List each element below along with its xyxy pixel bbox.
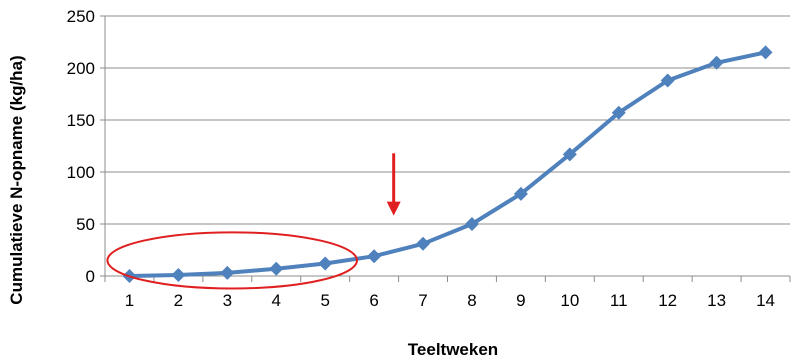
arrow-head (386, 201, 401, 216)
x-tick-label: 5 (320, 291, 329, 310)
data-point (562, 147, 577, 162)
data-point (513, 186, 528, 201)
y-axis-title: Cumulatieve N-opname (kg/ha) (7, 55, 26, 304)
x-tick-label: 1 (125, 291, 134, 310)
y-tick-label: 200 (67, 59, 95, 78)
y-tick-label: 150 (67, 111, 95, 130)
x-tick-label: 12 (658, 291, 677, 310)
data-point (464, 217, 479, 231)
data-point (758, 45, 773, 60)
data-point (171, 267, 186, 282)
data-point (416, 236, 431, 251)
y-tick-label: 250 (67, 7, 95, 26)
series-line (127, 50, 768, 278)
annotations (106, 153, 401, 290)
x-tick-label: 4 (272, 291, 281, 310)
x-tick-label: 9 (516, 291, 525, 310)
y-tick-label: 50 (76, 215, 95, 234)
gridlines (105, 15, 790, 225)
data-point (660, 73, 675, 88)
series (122, 45, 773, 283)
y-tick-label: 0 (86, 267, 95, 286)
x-tick-label: 6 (369, 291, 378, 310)
x-tick-labels: 1 2 3 4 5 6 7 8 9 10 11 12 13 14 (125, 291, 775, 310)
x-tick-label: 11 (610, 291, 628, 310)
y-tick-labels: 0 50 100 150 200 250 (67, 7, 95, 286)
x-tick-label: 2 (174, 291, 183, 310)
x-tick-label: 8 (467, 291, 476, 310)
x-tick-label: 13 (707, 291, 726, 310)
x-tick-label: 3 (223, 291, 232, 310)
data-point (220, 265, 235, 280)
x-tick-label: 14 (756, 291, 775, 310)
data-point (367, 249, 382, 264)
y-tick-label: 100 (67, 163, 95, 182)
x-tick-label: 7 (418, 291, 427, 310)
highlight-ellipse (106, 231, 358, 290)
axes (100, 15, 791, 282)
data-point (611, 105, 626, 120)
data-point (269, 261, 284, 276)
x-axis-title: Teeltweken (408, 340, 498, 359)
x-tick-label: 10 (560, 291, 579, 310)
data-point (318, 256, 333, 271)
data-point (709, 55, 724, 70)
